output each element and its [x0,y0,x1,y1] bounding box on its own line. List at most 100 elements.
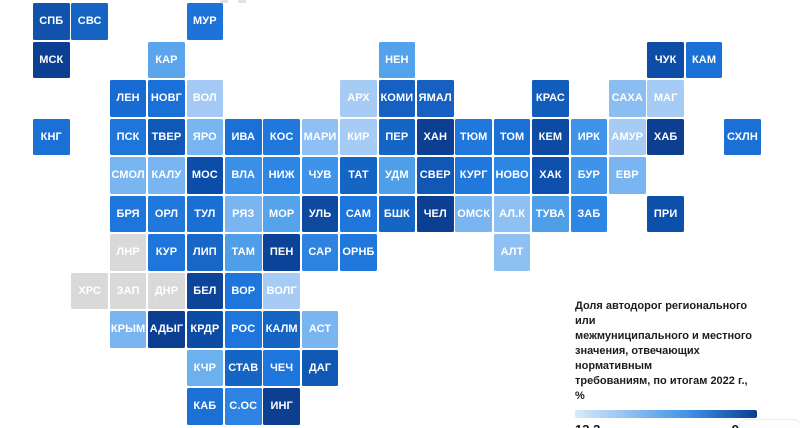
map-tile[interactable]: ВЛА [225,157,262,194]
map-tile[interactable]: МСК [33,41,70,78]
map-tile[interactable]: САМ [340,195,377,232]
map-tile[interactable]: АСТ [301,311,339,348]
map-tile[interactable]: АДЫГ [148,311,185,348]
map-tile[interactable]: ЛИП [186,234,224,271]
map-tile[interactable]: КРДР [186,311,224,348]
map-tile[interactable]: СПБ [33,3,70,40]
map-tile[interactable]: ПСК [109,118,147,155]
map-tile[interactable]: КАЛМ [263,311,300,348]
legend-gradient-bar [575,410,757,418]
map-tile[interactable]: АРХ [340,80,377,117]
map-tile[interactable]: КРАС [532,80,569,117]
map-tile[interactable]: КУР [148,234,185,271]
map-tile[interactable]: ЯРО [186,118,224,155]
map-tile[interactable]: ОРНБ [340,234,377,271]
map-tile[interactable]: ЧЕЧ [263,349,300,386]
map-tile[interactable]: ХАН [417,118,454,155]
map-tile[interactable]: ИНГ [263,388,300,425]
map-tile[interactable]: МОС [186,157,224,194]
map-tile[interactable]: ТЮМ [455,118,492,155]
map-tile[interactable]: НИЖ [263,157,300,194]
map-tile[interactable]: ПРИ [647,195,684,232]
map-tile[interactable]: ПЕН [263,234,300,271]
map-tile[interactable]: ОРЛ [148,195,185,232]
map-tile[interactable]: КИР [340,118,377,155]
legend-title-line: значения, отвечающих нормативным [575,345,700,372]
map-tile[interactable]: НОВГ [148,80,185,117]
map-tile[interactable]: ЛЕН [109,80,147,117]
map-tile[interactable]: ЛНР [109,234,147,271]
map-tile[interactable]: С.ОС [225,388,262,425]
map-tile[interactable]: СВС [71,3,108,40]
map-tile[interactable]: КАЛУ [148,157,185,194]
map-tile[interactable]: ВОЛ [186,80,224,117]
map-tile[interactable]: ЧУВ [301,157,339,194]
map-tile[interactable]: ТАМ [225,234,262,271]
map-tile[interactable]: ПЕР [378,118,416,155]
legend-min-label: 13,3 [575,422,600,428]
map-tile[interactable]: КАМ [685,41,723,78]
map-tile[interactable]: КНГ [33,118,70,155]
map-tile[interactable]: РОС [225,311,262,348]
map-tile[interactable]: КРЫМ [109,311,147,348]
map-tile[interactable]: ИВА [225,118,262,155]
map-tile[interactable]: ТВЕР [148,118,185,155]
map-tile[interactable]: ТУВА [532,195,569,232]
map-tile[interactable]: ОМСК [455,195,492,232]
legend-range: 13,3 97,6 [575,422,757,428]
map-tile[interactable]: ДАГ [301,349,339,386]
map-tile[interactable]: УЛЬ [301,195,339,232]
map-tile[interactable]: НОВО [493,157,531,194]
map-tile[interactable]: БРЯ [109,195,147,232]
map-tile[interactable]: ХАК [532,157,569,194]
map-tile[interactable]: АЛ.К [493,195,531,232]
map-tile[interactable]: КЕМ [532,118,569,155]
legend-title: Доля автодорог регионального или межмуни… [575,299,757,404]
map-tile[interactable]: ЧЕЛ [417,195,454,232]
map-tile[interactable]: ТОМ [493,118,531,155]
map-tile[interactable]: РЯЗ [225,195,262,232]
legend-title-line: межмуниципального и местного [575,330,752,342]
map-tile[interactable]: СМОЛ [109,157,147,194]
legend: Доля автодорог регионального или межмуни… [575,299,757,428]
map-tile[interactable]: ЧУК [647,41,684,78]
map-tile[interactable]: САР [301,234,339,271]
map-tile[interactable]: КОС [263,118,300,155]
map-tile[interactable]: БЕЛ [186,272,224,309]
map-tile[interactable]: МАРИ [301,118,339,155]
map-tile[interactable]: КЧР [186,349,224,386]
map-tile[interactable]: ИРК [570,118,608,155]
map-tile[interactable]: ЕВР [609,157,646,194]
map-tile[interactable]: КОМИ [378,80,416,117]
map-tile[interactable]: КУРГ [455,157,492,194]
map-tile[interactable]: МАГ [647,80,684,117]
map-tile[interactable]: МОР [263,195,300,232]
map-tile[interactable]: НЕН [378,41,416,78]
map-tile[interactable]: САХА [609,80,646,117]
cropped-text-artifact [220,0,250,4]
map-tile[interactable]: ХАБ [647,118,684,155]
map-tile[interactable]: ХРС [71,272,108,309]
map-tile[interactable]: ВОЛГ [263,272,300,309]
map-tile[interactable]: СТАВ [225,349,262,386]
map-tile[interactable]: УДМ [378,157,416,194]
map-tile[interactable]: ТУЛ [186,195,224,232]
map-tile[interactable]: АМУР [609,118,646,155]
map-tile[interactable]: БШК [378,195,416,232]
map-tile[interactable]: ЯМАЛ [417,80,454,117]
map-tile[interactable]: ДНР [148,272,185,309]
map-tile[interactable]: БУР [570,157,608,194]
map-tile[interactable]: ТАТ [340,157,377,194]
map-tile[interactable]: СХЛН [724,118,761,155]
map-tile[interactable]: КАР [148,41,185,78]
legend-title-line: требованиям, по итогам 2022 г., % [575,375,748,402]
map-tile[interactable]: МУР [186,3,224,40]
map-tile[interactable]: ВОР [225,272,262,309]
map-tile[interactable]: КАБ [186,388,224,425]
map-tile[interactable]: ЗАБ [570,195,608,232]
map-tile[interactable]: ЗАП [109,272,147,309]
map-tile[interactable]: СВЕР [417,157,454,194]
map-tile[interactable]: АЛТ [493,234,531,271]
cropped-tooltip-artifact [739,419,800,428]
